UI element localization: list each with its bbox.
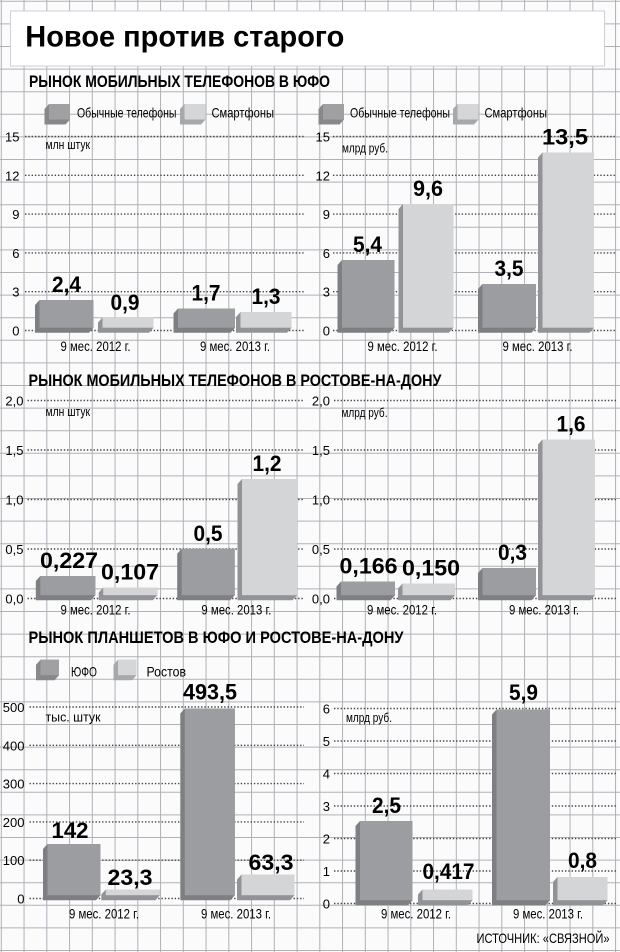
- svg-text:6: 6: [323, 246, 330, 261]
- svg-text:млрд руб.: млрд руб.: [342, 405, 388, 420]
- svg-text:1,6: 1,6: [557, 412, 586, 437]
- svg-text:3: 3: [12, 285, 19, 300]
- svg-text:6: 6: [12, 246, 19, 261]
- svg-text:5,9: 5,9: [509, 680, 538, 705]
- svg-text:1,0: 1,0: [5, 493, 23, 508]
- svg-text:4: 4: [323, 767, 330, 782]
- svg-text:6: 6: [323, 702, 330, 717]
- svg-text:9 мес. 2012 г.: 9 мес. 2012 г.: [381, 906, 451, 922]
- svg-text:9 мес. 2012 г.: 9 мес. 2012 г.: [61, 602, 131, 618]
- svg-text:3,5: 3,5: [495, 256, 524, 281]
- svg-text:РЫНОК МОБИЛЬНЫХ ТЕЛЕФОНОВ В ЮФ: РЫНОК МОБИЛЬНЫХ ТЕЛЕФОНОВ В ЮФО: [29, 73, 330, 91]
- svg-text:9,6: 9,6: [413, 176, 443, 201]
- svg-text:23,3: 23,3: [108, 865, 153, 890]
- svg-text:9 мес. 2012 г.: 9 мес. 2012 г.: [367, 602, 437, 618]
- svg-text:9 мес. 2013 г.: 9 мес. 2013 г.: [200, 338, 270, 354]
- svg-text:0,150: 0,150: [402, 556, 460, 581]
- svg-text:Ростов: Ростов: [147, 664, 187, 680]
- svg-text:300: 300: [3, 777, 25, 792]
- svg-text:9 мес. 2013 г.: 9 мес. 2013 г.: [503, 338, 573, 354]
- svg-text:2,5: 2,5: [372, 793, 401, 818]
- svg-text:9 мес. 2013 г.: 9 мес. 2013 г.: [513, 906, 583, 922]
- svg-text:0,3: 0,3: [498, 540, 527, 565]
- svg-text:1: 1: [323, 864, 330, 879]
- svg-text:9 мес. 2012 г.: 9 мес. 2012 г.: [61, 338, 131, 354]
- svg-text:Обычные телефоны: Обычные телефоны: [77, 105, 177, 121]
- svg-text:15: 15: [316, 130, 330, 145]
- svg-text:1,0: 1,0: [312, 493, 330, 508]
- svg-text:1,5: 1,5: [312, 443, 330, 458]
- svg-text:Обычные телефоны: Обычные телефоны: [350, 105, 450, 121]
- svg-text:500: 500: [3, 700, 25, 715]
- svg-text:0: 0: [323, 897, 330, 912]
- svg-text:9 мес. 2013 г.: 9 мес. 2013 г.: [201, 602, 271, 618]
- svg-text:1,5: 1,5: [5, 443, 23, 458]
- svg-text:9 мес. 2012 г.: 9 мес. 2012 г.: [69, 906, 139, 922]
- svg-text:100: 100: [3, 853, 25, 868]
- svg-text:0,0: 0,0: [5, 592, 23, 607]
- svg-text:0,166: 0,166: [340, 554, 398, 579]
- svg-text:0,5: 0,5: [5, 542, 23, 557]
- svg-text:0: 0: [17, 892, 24, 907]
- svg-text:63,3: 63,3: [249, 850, 294, 875]
- svg-text:0,5: 0,5: [194, 521, 223, 546]
- svg-text:9 мес. 2012 г.: 9 мес. 2012 г.: [368, 338, 438, 354]
- svg-text:1,2: 1,2: [253, 451, 282, 476]
- svg-text:0: 0: [12, 324, 19, 339]
- svg-text:2: 2: [323, 832, 330, 847]
- svg-text:1,3: 1,3: [252, 284, 281, 309]
- svg-text:9 мес. 2013 г.: 9 мес. 2013 г.: [509, 602, 579, 618]
- svg-text:3: 3: [323, 799, 330, 814]
- svg-text:ИСТОЧНИК: «СВЯЗНОЙ»: ИСТОЧНИК: «СВЯЗНОЙ»: [477, 929, 610, 946]
- svg-text:2,4: 2,4: [52, 272, 82, 297]
- svg-text:9 мес. 2013 г.: 9 мес. 2013 г.: [201, 906, 271, 922]
- svg-text:0,107: 0,107: [101, 560, 159, 585]
- svg-text:12: 12: [5, 168, 19, 183]
- svg-text:200: 200: [3, 815, 25, 830]
- svg-text:РЫНОК ПЛАНШЕТОВ В ЮФО И РОСТОВ: РЫНОК ПЛАНШЕТОВ В ЮФО И РОСТОВЕ-НА-ДОНУ: [29, 629, 405, 647]
- svg-text:1,7: 1,7: [192, 281, 221, 306]
- svg-text:млрд руб.: млрд руб.: [342, 141, 388, 156]
- svg-text:Смартфоны: Смартфоны: [212, 105, 275, 121]
- svg-text:тыс. штук: тыс. штук: [46, 710, 101, 725]
- svg-text:0,227: 0,227: [40, 548, 98, 573]
- svg-text:млн штук: млн штук: [46, 137, 91, 152]
- svg-text:5,4: 5,4: [353, 232, 383, 257]
- svg-text:Смартфоны: Смартфоны: [485, 105, 548, 121]
- svg-text:0,417: 0,417: [423, 859, 475, 884]
- svg-text:0,9: 0,9: [111, 290, 140, 315]
- svg-text:2,0: 2,0: [312, 394, 330, 409]
- svg-text:0,0: 0,0: [312, 592, 330, 607]
- svg-text:493,5: 493,5: [183, 680, 237, 705]
- svg-text:142: 142: [52, 818, 89, 843]
- svg-text:13,5: 13,5: [542, 125, 588, 150]
- svg-text:РЫНОК МОБИЛЬНЫХ ТЕЛЕФОНОВ В РО: РЫНОК МОБИЛЬНЫХ ТЕЛЕФОНОВ В РОСТОВЕ-НА-Д…: [29, 372, 443, 390]
- svg-text:400: 400: [3, 738, 25, 753]
- svg-text:0: 0: [323, 324, 330, 339]
- svg-text:ЮФО: ЮФО: [71, 664, 97, 680]
- svg-text:млрд руб.: млрд руб.: [346, 710, 392, 725]
- svg-text:12: 12: [316, 168, 330, 183]
- svg-text:3: 3: [323, 285, 330, 300]
- svg-text:5: 5: [323, 734, 330, 749]
- svg-text:2,0: 2,0: [5, 394, 23, 409]
- svg-text:9: 9: [12, 207, 19, 222]
- svg-text:млн штук: млн штук: [46, 404, 91, 419]
- svg-text:9: 9: [323, 207, 330, 222]
- svg-text:Новое против старого: Новое против старого: [25, 21, 344, 54]
- svg-text:15: 15: [5, 130, 19, 145]
- svg-text:0,5: 0,5: [312, 542, 330, 557]
- svg-text:0,8: 0,8: [568, 848, 597, 873]
